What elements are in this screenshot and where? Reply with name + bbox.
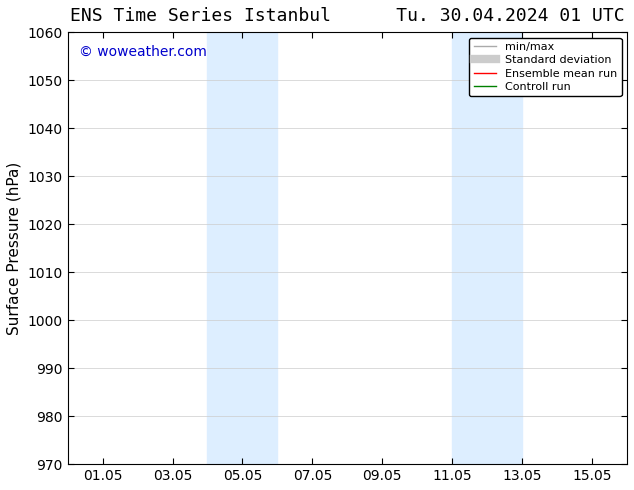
Legend: min/max, Standard deviation, Ensemble mean run, Controll run: min/max, Standard deviation, Ensemble me… (469, 38, 621, 97)
Text: © woweather.com: © woweather.com (79, 45, 207, 59)
Bar (207, 32, 278, 464)
Y-axis label: Surface Pressure (hPa): Surface Pressure (hPa) (7, 162, 22, 335)
Title: ENS Time Series Istanbul      Tu. 30.04.2024 01 UTC: ENS Time Series Istanbul Tu. 30.04.2024 … (70, 7, 624, 25)
Bar (452, 32, 522, 464)
